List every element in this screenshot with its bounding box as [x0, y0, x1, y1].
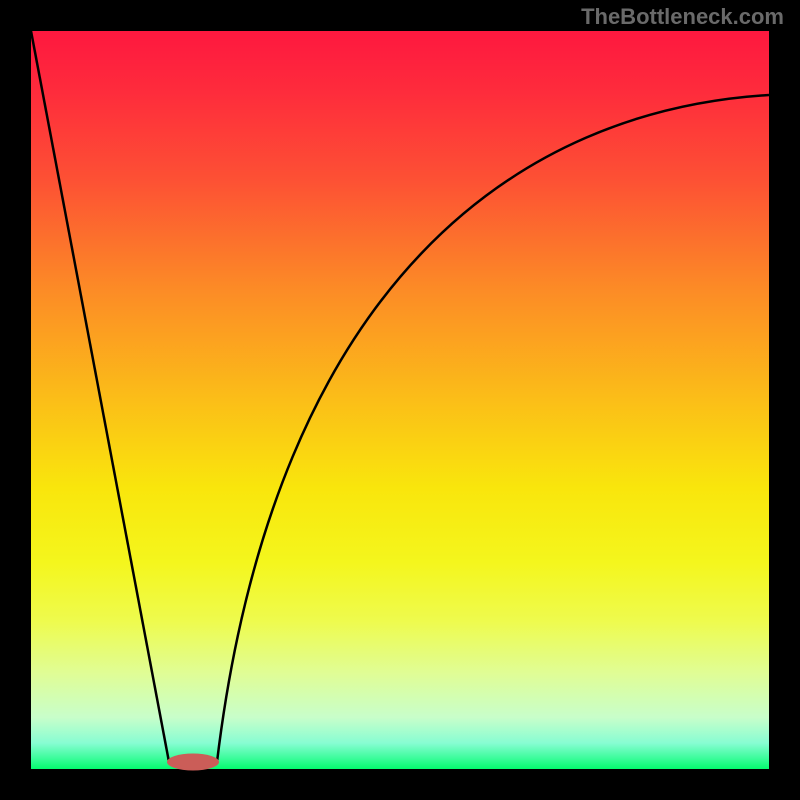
- plot-area: [31, 31, 769, 769]
- watermark-text: TheBottleneck.com: [581, 4, 784, 30]
- chart-svg: [0, 0, 800, 800]
- bottleneck-marker: [167, 754, 219, 771]
- chart-container: TheBottleneck.com: [0, 0, 800, 800]
